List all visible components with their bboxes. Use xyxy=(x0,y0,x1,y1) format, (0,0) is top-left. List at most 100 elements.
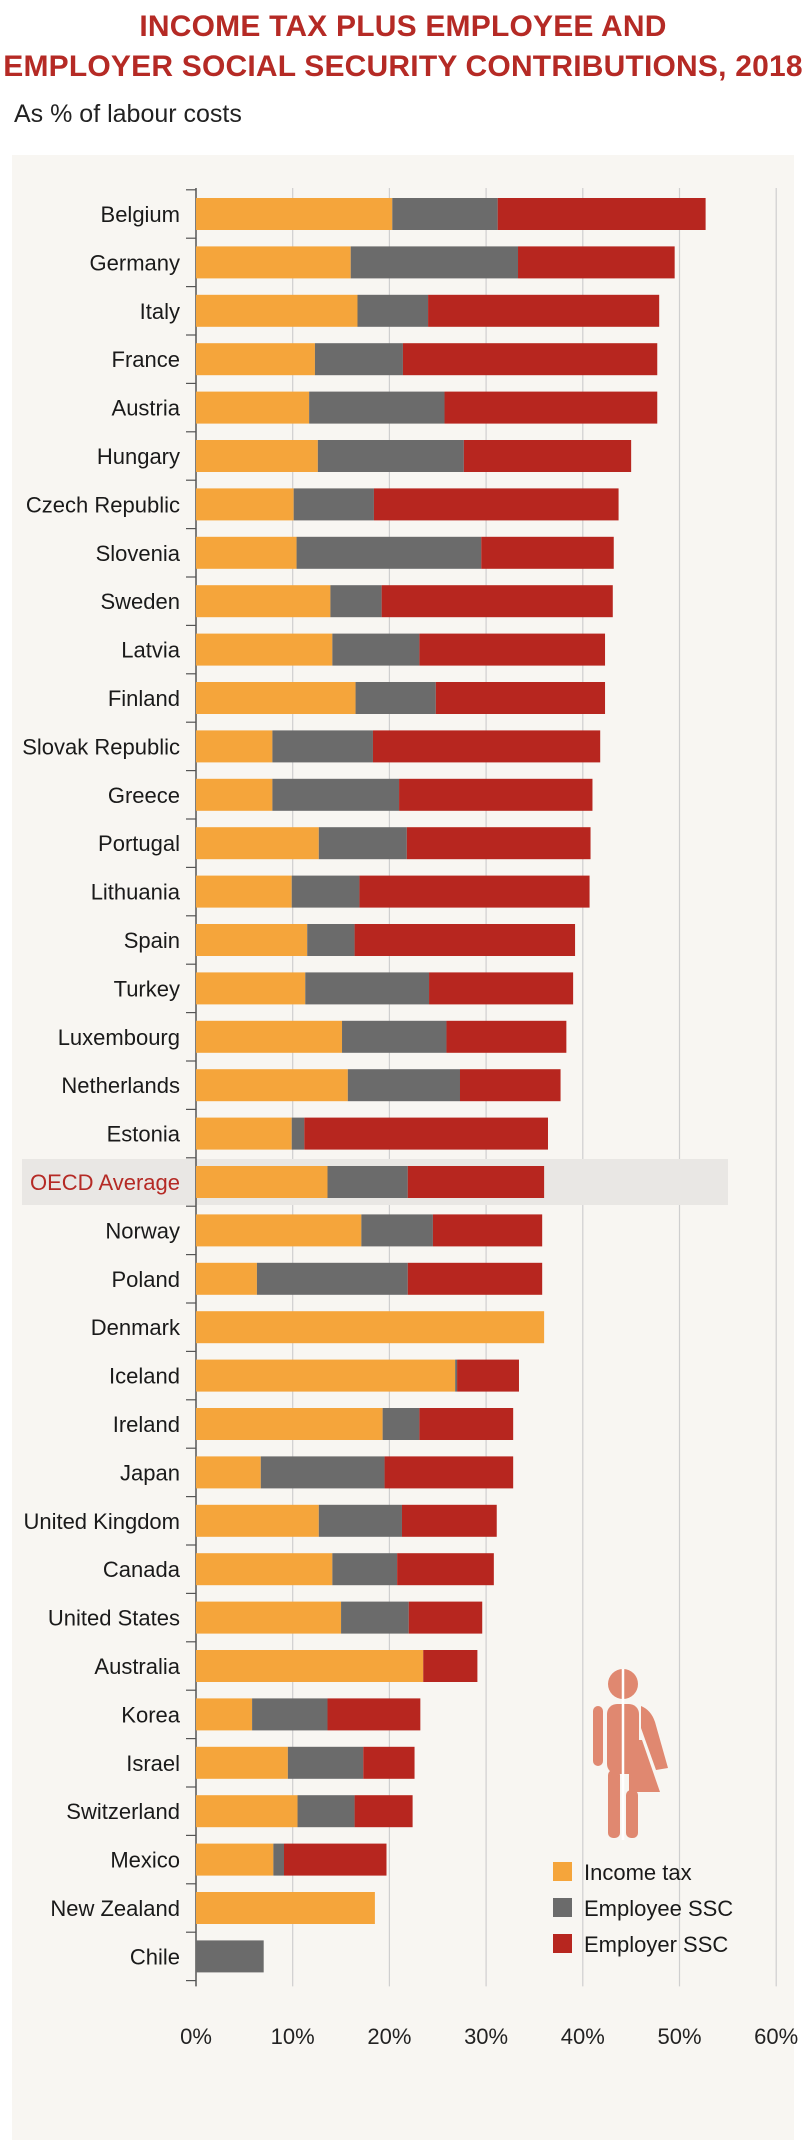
bar-czech-republic-income-tax xyxy=(196,488,294,521)
bar-poland-employee-ssc xyxy=(256,1262,408,1295)
bar-united-states-employee-ssc xyxy=(341,1601,409,1634)
bar-united-states-income-tax xyxy=(196,1601,342,1634)
bar-latvia-employer-ssc xyxy=(419,633,606,666)
bar-france-income-tax xyxy=(196,343,315,376)
bar-luxembourg-income-tax xyxy=(196,1020,343,1053)
category-label-estonia: Estonia xyxy=(107,1122,181,1147)
bar-slovenia-income-tax xyxy=(196,536,297,569)
bar-oecd-average-employee-ssc xyxy=(327,1166,408,1198)
bar-japan-employee-ssc xyxy=(260,1456,385,1489)
bar-lithuania-employee-ssc xyxy=(291,875,360,908)
bar-france-employer-ssc xyxy=(402,343,658,376)
category-label-iceland: Iceland xyxy=(109,1364,180,1389)
bar-slovak-republic-income-tax xyxy=(196,730,273,763)
bar-oecd-average-employer-ssc xyxy=(407,1166,545,1198)
category-label-ireland: Ireland xyxy=(113,1412,180,1437)
bar-spain-employee-ssc xyxy=(307,924,355,956)
bar-iceland-employer-ssc xyxy=(457,1359,519,1392)
category-label-mexico: Mexico xyxy=(110,1848,180,1873)
person-icon xyxy=(593,1669,668,1840)
category-label-australia: Australia xyxy=(94,1654,180,1679)
category-label-latvia: Latvia xyxy=(121,638,180,663)
bar-germany-income-tax xyxy=(196,246,351,279)
category-label-portugal: Portugal xyxy=(98,831,180,856)
chart-title-line-1: INCOME TAX PLUS EMPLOYEE AND xyxy=(139,10,667,43)
bar-united-kingdom-employee-ssc xyxy=(318,1504,402,1537)
bar-poland-income-tax xyxy=(196,1262,257,1295)
category-label-austria: Austria xyxy=(112,396,181,421)
bar-norway-employee-ssc xyxy=(361,1214,433,1247)
category-label-turkey: Turkey xyxy=(114,976,180,1001)
x-tick-label: 40% xyxy=(561,2024,605,2049)
category-label-netherlands: Netherlands xyxy=(61,1073,180,1098)
bar-germany-employee-ssc xyxy=(350,246,519,279)
x-tick-label: 20% xyxy=(367,2024,411,2049)
bar-germany-employer-ssc xyxy=(518,246,675,279)
category-label-united-states: United States xyxy=(48,1606,180,1631)
bar-italy-income-tax xyxy=(196,294,358,327)
bar-ireland-employee-ssc xyxy=(382,1408,420,1440)
bar-denmark-income-tax xyxy=(196,1311,545,1344)
x-tick-label: 60% xyxy=(754,2024,798,2049)
category-label-korea: Korea xyxy=(121,1702,180,1727)
category-label-israel: Israel xyxy=(126,1751,180,1776)
bar-netherlands-employer-ssc xyxy=(459,1069,561,1102)
bar-korea-income-tax xyxy=(196,1698,253,1731)
category-label-switzerland: Switzerland xyxy=(66,1799,180,1824)
bar-switzerland-employee-ssc xyxy=(297,1795,355,1828)
bar-lithuania-employer-ssc xyxy=(359,875,590,908)
bar-sweden-employee-ssc xyxy=(330,585,382,618)
category-label-greece: Greece xyxy=(108,783,180,808)
bar-greece-income-tax xyxy=(196,778,273,811)
category-label-belgium: Belgium xyxy=(101,202,180,227)
x-tick-label: 30% xyxy=(464,2024,508,2049)
bar-turkey-employee-ssc xyxy=(305,972,430,1005)
bar-austria-employer-ssc xyxy=(444,391,658,424)
category-label-finland: Finland xyxy=(108,686,180,711)
category-label-czech-republic: Czech Republic xyxy=(26,492,180,517)
bar-hungary-employee-ssc xyxy=(317,440,464,472)
category-label-france: France xyxy=(112,347,180,372)
x-tick-labels: 0% 10% 20% 30% 40% 50% 60% xyxy=(180,2024,798,2049)
category-labels: Belgium Germany Italy France Austria Hungary C… xyxy=(22,202,181,1969)
legend-swatch-income-tax xyxy=(553,1862,572,1881)
bar-iceland-income-tax xyxy=(196,1359,456,1392)
bar-mexico-employer-ssc xyxy=(283,1843,387,1876)
bar-estonia-income-tax xyxy=(196,1117,292,1150)
bar-new-zealand-income-tax xyxy=(196,1892,375,1924)
bar-austria-income-tax xyxy=(196,391,310,424)
category-label-slovenia: Slovenia xyxy=(96,541,181,566)
bar-australia-income-tax xyxy=(196,1650,424,1682)
bar-ireland-income-tax xyxy=(196,1408,383,1440)
bar-korea-employee-ssc xyxy=(252,1698,328,1731)
bar-austria-employee-ssc xyxy=(309,391,445,424)
bar-canada-income-tax xyxy=(196,1553,333,1586)
bar-greece-employer-ssc xyxy=(399,778,593,811)
category-label-hungary: Hungary xyxy=(97,444,180,469)
category-label-luxembourg: Luxembourg xyxy=(58,1025,180,1050)
bar-portugal-employee-ssc xyxy=(318,827,407,860)
category-label-japan: Japan xyxy=(120,1460,180,1485)
bar-estonia-employee-ssc xyxy=(291,1117,305,1150)
bar-luxembourg-employee-ssc xyxy=(342,1020,447,1053)
bar-israel-employer-ssc xyxy=(363,1746,415,1779)
category-label-italy: Italy xyxy=(140,299,180,324)
bar-greece-employee-ssc xyxy=(272,778,400,811)
bar-sweden-income-tax xyxy=(196,585,331,618)
category-label-canada: Canada xyxy=(103,1557,181,1582)
chart-subtitle: As % of labour costs xyxy=(14,100,242,128)
bar-norway-income-tax xyxy=(196,1214,362,1247)
bar-turkey-employer-ssc xyxy=(429,972,574,1005)
bar-finland-income-tax xyxy=(196,682,356,714)
bar-japan-income-tax xyxy=(196,1456,261,1489)
bar-mexico-employee-ssc xyxy=(273,1843,284,1876)
bar-ireland-employer-ssc xyxy=(419,1408,514,1440)
legend-swatch-employer-ssc xyxy=(553,1934,572,1953)
category-label-norway: Norway xyxy=(105,1218,180,1243)
bar-poland-employer-ssc xyxy=(407,1262,543,1295)
bar-slovenia-employee-ssc xyxy=(296,536,482,569)
category-label-poland: Poland xyxy=(111,1267,180,1292)
bar-australia-employer-ssc xyxy=(423,1650,478,1682)
bar-united-states-employer-ssc xyxy=(408,1601,483,1634)
bar-lithuania-income-tax xyxy=(196,875,292,908)
